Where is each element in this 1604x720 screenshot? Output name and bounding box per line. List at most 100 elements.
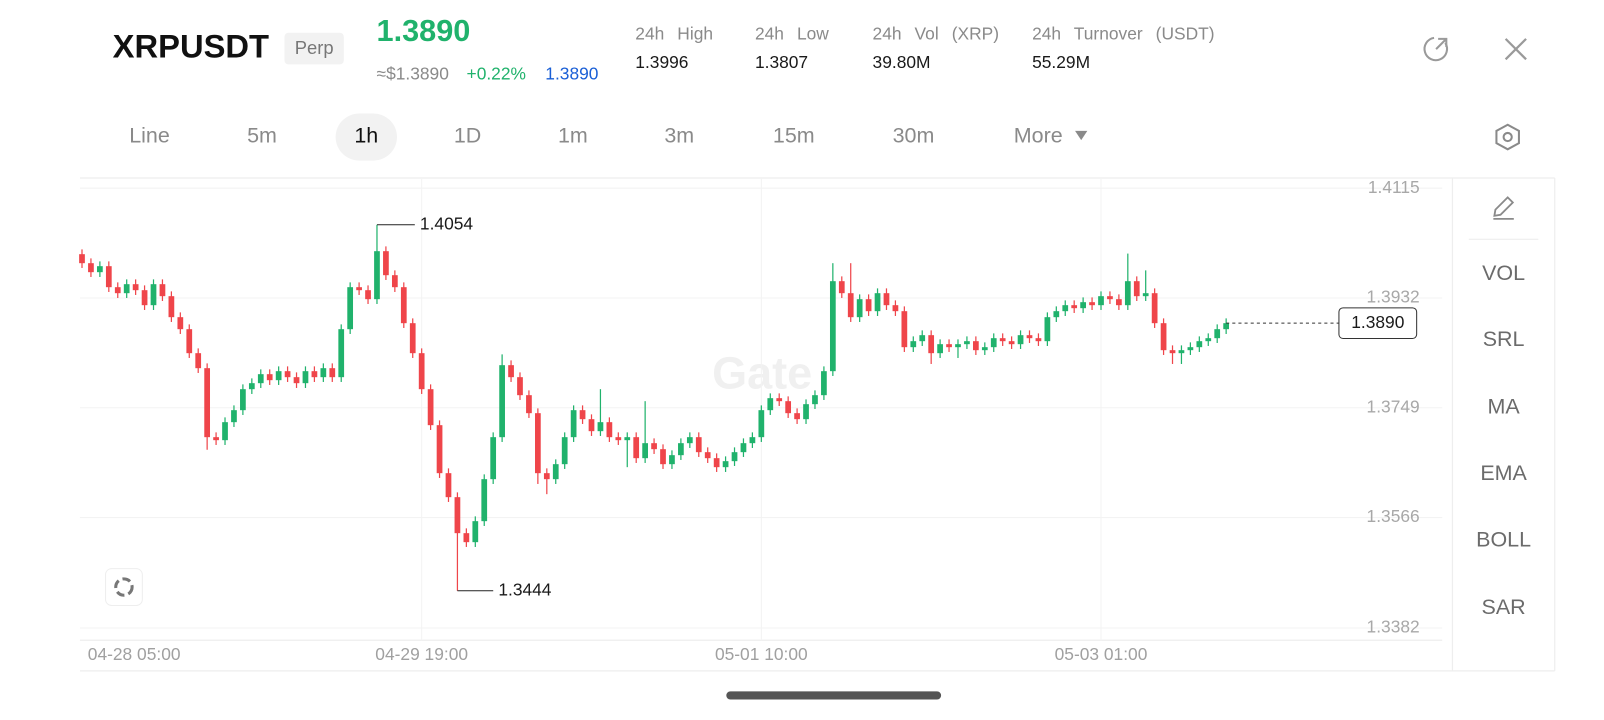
chart-frame [79, 177, 1556, 672]
candle-body [97, 266, 103, 273]
tab[interactable]: 15m [773, 124, 815, 148]
indicator[interactable]: SAR [1482, 595, 1526, 619]
indicator[interactable]: BOLL [1476, 528, 1531, 552]
candle-body [132, 284, 139, 291]
candle-body [660, 449, 666, 465]
candle-body [114, 287, 121, 294]
candle-body [964, 341, 970, 345]
candle-body [490, 437, 497, 480]
settings-icon[interactable] [1495, 123, 1520, 151]
candle-body [311, 371, 318, 378]
candle-body [445, 473, 452, 498]
candle-body [758, 410, 765, 438]
candle-body [919, 335, 926, 342]
x-tick-label: 05-03 01:00 [1055, 644, 1148, 664]
candle-body [409, 323, 416, 354]
candle-body [847, 293, 854, 318]
tab[interactable]: Line [129, 124, 170, 148]
candle-body [946, 344, 952, 348]
candle-body [517, 377, 523, 396]
candle-body [615, 437, 622, 441]
close-icon[interactable] [1504, 38, 1527, 61]
candle-body [105, 266, 112, 288]
candle-body [865, 299, 872, 312]
tab[interactable]: 1m [558, 124, 588, 148]
candle-body [1133, 281, 1140, 297]
candle-body [713, 458, 720, 468]
y-tick-label: 1.3749 [1367, 396, 1420, 416]
candle-body [338, 329, 345, 378]
candle-body [204, 368, 211, 438]
candle-body [168, 296, 175, 318]
candle-body [821, 371, 827, 396]
candle-body [678, 443, 684, 456]
indicator[interactable]: SRL [1483, 327, 1525, 351]
candle-body [901, 311, 908, 348]
y-tick-label: 1.3382 [1367, 617, 1420, 637]
tab[interactable]: 5m [247, 124, 277, 148]
candle-body [391, 275, 398, 288]
candle-body [937, 344, 943, 354]
change: +0.22% [467, 63, 526, 83]
candle-body [1107, 296, 1113, 300]
candle-body [955, 344, 961, 348]
indicator[interactable]: VOL [1482, 261, 1525, 285]
candle-body [302, 371, 309, 384]
stat-value: 39.80M [873, 52, 931, 72]
reset-view-button[interactable] [105, 568, 143, 606]
candle-body [222, 422, 228, 441]
candle-body [883, 293, 890, 306]
last-price: 1.3890 [377, 13, 471, 48]
candle-body [776, 398, 783, 402]
indicator[interactable]: EMA [1480, 461, 1527, 485]
candle-body [1053, 311, 1060, 318]
candle-body [999, 338, 1006, 342]
tab[interactable]: 30m [893, 124, 935, 148]
candle-body [838, 281, 845, 294]
candle-body [892, 305, 899, 312]
candle-body [186, 329, 193, 354]
more-arrow [1075, 130, 1088, 141]
candle-body [1008, 341, 1015, 345]
candle-body [293, 377, 300, 384]
candle-body [579, 410, 586, 420]
tab-more[interactable]: More [1014, 124, 1063, 148]
candle-body [794, 413, 800, 420]
candle-body [749, 437, 756, 444]
stat-label: 24h High [635, 23, 713, 43]
candle-body [508, 365, 514, 378]
candle-body [150, 284, 157, 306]
candle-body [499, 365, 505, 438]
candle-body [1196, 341, 1203, 348]
candle-body [1124, 281, 1131, 306]
symbol: XRPUSDT [113, 28, 269, 65]
candle-body [195, 353, 202, 369]
tab[interactable]: 1D [454, 124, 481, 148]
candle-body [1080, 302, 1086, 309]
tab-active[interactable]: 1h [354, 124, 378, 148]
tab[interactable]: 3m [664, 124, 694, 148]
candle-body [686, 437, 693, 444]
candle-body [731, 452, 738, 462]
stat-value: 1.3996 [635, 52, 688, 72]
candle-body [1044, 317, 1051, 342]
candle-body [561, 437, 568, 465]
candle-body [588, 419, 595, 432]
draw-tool-icon[interactable] [1493, 196, 1515, 220]
tab-active-bg [335, 113, 397, 161]
candle-body [1017, 335, 1024, 345]
candle-body [570, 410, 577, 438]
stat-label: 24h Low [755, 23, 829, 43]
candle-body [785, 401, 792, 414]
candle-body [472, 521, 479, 543]
share-icon[interactable] [1423, 36, 1449, 62]
badge-bg [284, 32, 344, 65]
candle-body [400, 287, 407, 324]
candle-body [973, 341, 979, 351]
x-tick-label: 05-01 10:00 [715, 644, 808, 664]
candle-body [1187, 347, 1194, 351]
low-label: 1.3444 [498, 579, 551, 599]
indicator[interactable]: MA [1487, 395, 1520, 419]
candle-body [704, 452, 711, 459]
